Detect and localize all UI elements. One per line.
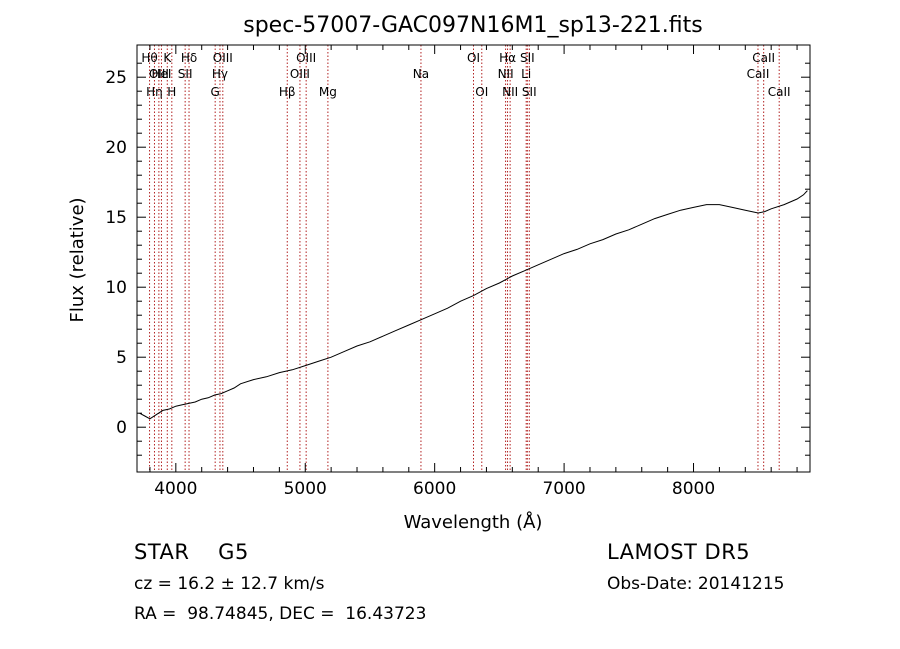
line-marker-label: OIII	[149, 67, 169, 81]
y-tick-label: 0	[116, 418, 127, 438]
line-marker-label: Hα	[499, 51, 516, 65]
x-tick-label: 8000	[672, 479, 715, 499]
coordinates: RA = 98.74845, DEC = 16.43723	[134, 604, 427, 624]
line-marker-label: Mg	[319, 85, 337, 99]
x-axis-ticks: 4000 5000 6000 7000 8000	[149, 45, 798, 499]
x-tick-label: 4000	[154, 479, 197, 499]
survey-name: LAMOST DR5	[607, 540, 751, 564]
redshift-velocity: cz = 16.2 ± 12.7 km/s	[134, 574, 325, 594]
y-tick-label: 20	[105, 138, 127, 158]
spectrum-line	[139, 190, 808, 420]
object-type: STAR G5	[134, 540, 249, 564]
line-marker-label: OIII	[213, 51, 233, 65]
plot-frame	[136, 44, 811, 473]
chart-title: spec-57007-GAC097N16M1_sp13-221.fits	[243, 13, 703, 38]
x-tick-label: 5000	[284, 479, 327, 499]
line-marker-label: NII	[502, 85, 518, 99]
line-marker-label: CaII	[752, 51, 775, 65]
line-marker-label: SII	[178, 67, 193, 81]
y-tick-label: 25	[105, 68, 127, 88]
y-axis-ticks: 0 5 10 15 20 25	[105, 62, 810, 456]
y-tick-label: 15	[105, 208, 127, 228]
line-marker-label: OI	[467, 51, 480, 65]
y-tick-label: 10	[105, 278, 127, 298]
line-marker-label: SII	[520, 51, 535, 65]
line-marker-label: CaII	[768, 85, 791, 99]
emission-line-labels: HθHηOIIIHeIKHSIIHδGHγOIIIHβOIIIOIIIMgNaO…	[141, 51, 790, 99]
x-axis-label: Wavelength (Å)	[404, 511, 543, 533]
line-marker-label: HeI	[151, 67, 171, 81]
line-marker-label: Hγ	[212, 67, 228, 81]
line-marker-label: OIII	[296, 51, 316, 65]
x-tick-label: 7000	[542, 479, 585, 499]
line-marker-label: CaII	[747, 67, 770, 81]
line-marker-label: OI	[475, 85, 488, 99]
line-marker-label: G	[211, 85, 220, 99]
observation-date: Obs-Date: 20141215	[607, 574, 785, 594]
line-marker-label: H	[167, 85, 176, 99]
line-marker-label: OIII	[290, 67, 310, 81]
emission-line-markers	[149, 45, 780, 472]
line-marker-label: Na	[413, 67, 429, 81]
line-marker-label: Li	[521, 67, 531, 81]
line-marker-label: NII	[498, 67, 514, 81]
line-marker-label: Hδ	[181, 51, 197, 65]
line-marker-label: K	[163, 51, 172, 65]
y-axis-label: Flux (relative)	[67, 197, 88, 322]
x-tick-label: 6000	[413, 479, 456, 499]
line-marker-label: Hη	[146, 85, 163, 99]
y-tick-label: 5	[116, 348, 127, 368]
line-marker-label: Hβ	[279, 85, 296, 99]
line-marker-label: Hθ	[141, 51, 157, 65]
line-marker-label: SII	[522, 85, 537, 99]
